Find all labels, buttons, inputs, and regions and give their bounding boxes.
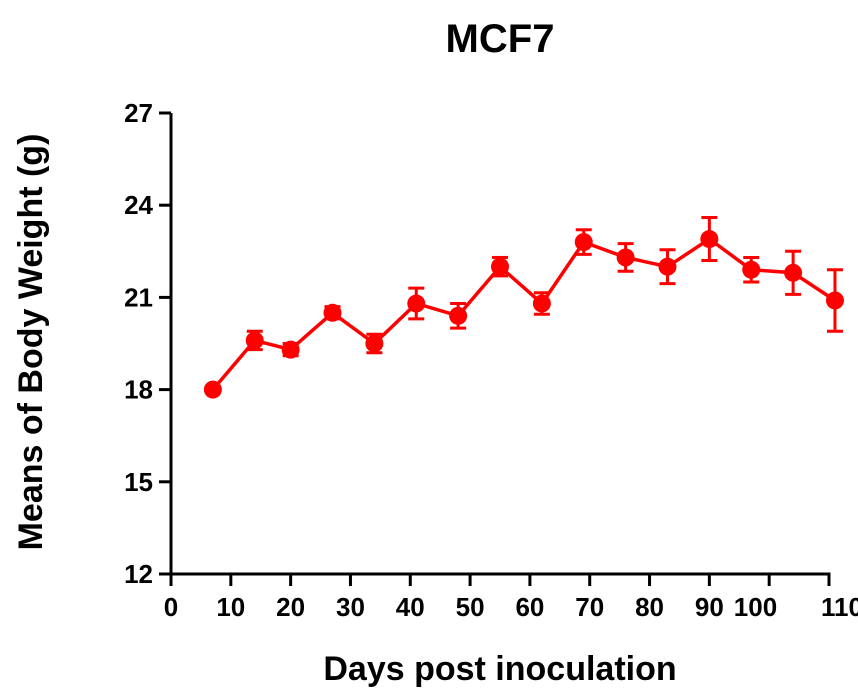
x-tick-label: 40	[396, 592, 425, 622]
data-point	[574, 233, 593, 252]
data-point	[365, 334, 384, 353]
y-tick-label: 21	[124, 282, 153, 312]
data-point	[616, 248, 635, 267]
x-tick-label: 0	[164, 592, 178, 622]
data-series	[203, 215, 844, 399]
chart-title: MCF7	[446, 17, 555, 61]
x-tick-label: 60	[515, 592, 544, 622]
data-point	[323, 303, 342, 322]
x-tick-label: 30	[336, 592, 365, 622]
axes: 12 15 18 21 24 27 0 10 20 30 40 50 60 70 80 90 100 110	[124, 98, 858, 622]
x-tick-label: 110	[821, 592, 858, 622]
data-point	[825, 291, 844, 310]
x-tick-label: 50	[456, 592, 485, 622]
y-tick-label: 18	[124, 375, 153, 405]
y-tick-label: 12	[124, 559, 153, 589]
data-point	[449, 306, 468, 325]
x-tick-label: 80	[635, 592, 664, 622]
y-tick-label: 24	[124, 190, 153, 220]
x-tick-label: 10	[216, 592, 245, 622]
data-point	[700, 230, 719, 249]
data-point	[491, 257, 509, 276]
data-point	[281, 340, 300, 359]
data-point	[532, 294, 551, 313]
data-point	[658, 257, 677, 276]
x-tick-label: 90	[695, 592, 724, 622]
data-point	[742, 260, 761, 279]
data-point	[407, 294, 426, 313]
data-point	[245, 331, 264, 350]
y-tick-label: 15	[124, 467, 153, 497]
series-line	[211, 237, 836, 391]
y-tick-label: 27	[124, 98, 153, 128]
x-tick-label: 20	[276, 592, 305, 622]
data-point	[203, 380, 222, 399]
x-tick-label: 100	[734, 592, 777, 622]
data-point	[784, 263, 803, 282]
x-tick-label: 70	[575, 592, 604, 622]
x-axis-label: Days post inoculation	[323, 650, 676, 688]
y-axis-label: Means of Body Weight (g)	[12, 134, 50, 551]
